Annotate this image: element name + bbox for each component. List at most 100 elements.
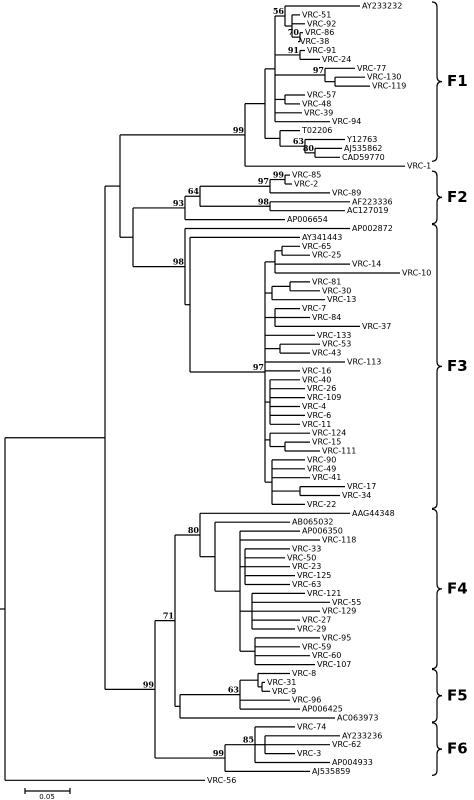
scale-bar-label: 0.05	[39, 793, 55, 800]
leaf-label: VRC-14	[352, 260, 381, 269]
bootstrap-value: 71	[163, 611, 174, 621]
leaf-label: VRC-34	[342, 491, 371, 500]
bootstrap-value: 70	[288, 27, 300, 37]
leaf-label: VRC-129	[322, 607, 356, 616]
bootstrap-value: 63	[293, 136, 305, 146]
leaf-label: VRC-86	[305, 28, 334, 37]
leaf-label: VRC-130	[367, 73, 401, 82]
leaf-label: VRC-7	[302, 304, 326, 313]
leaf-label: VRC-107	[317, 660, 351, 669]
clade-label: F5	[447, 686, 468, 704]
leaf-label: AC127019	[347, 206, 388, 215]
leaf-label: VRC-25	[312, 251, 341, 260]
leaf-label: VRC-29	[297, 625, 326, 634]
bootstrap-value: 98	[258, 196, 270, 206]
clade-label: F4	[447, 579, 468, 597]
clade-label: F6	[447, 740, 468, 758]
leaf-label: VRC-27	[302, 616, 331, 625]
leaf-label: VRC-15	[312, 438, 341, 447]
leaf-label: VRC-26	[307, 384, 336, 393]
leaf-label: VRC-121	[307, 589, 341, 598]
leaf-label: VRC-22	[307, 500, 336, 509]
bootstrap-value: 99	[233, 125, 245, 135]
leaf-label: AJ535862	[344, 144, 382, 153]
leaf-label: VRC-1	[407, 162, 431, 171]
leaf-label: VRC-55	[332, 598, 361, 607]
leaf-label: AAG44348	[352, 509, 395, 518]
bootstrap-value: 97	[258, 176, 269, 186]
bootstrap-value: 99	[213, 748, 225, 758]
leaf-label: VRC-56	[207, 776, 236, 785]
clade-brace	[431, 170, 443, 225]
leaf-label: AY233236	[342, 731, 382, 740]
leaf-label: VRC-57	[307, 91, 336, 100]
clade-brace	[431, 1, 443, 162]
leaf-label: Y12763	[346, 135, 377, 144]
leaf-label: VRC-90	[307, 455, 336, 464]
leaf-label: VRC-23	[292, 562, 321, 571]
bootstrap-value: 85	[243, 735, 254, 745]
leaf-label: AP006425	[302, 705, 343, 714]
leaf-label: VRC-77	[357, 64, 386, 73]
leaf-label: VRC-9	[272, 687, 296, 696]
leaf-label: VRC-33	[292, 544, 321, 553]
leaf-label: VRC-10	[402, 269, 431, 278]
bootstrap-value: 80	[188, 525, 200, 535]
leaf-label: AP004933	[332, 758, 373, 767]
leaf-label: T02206	[301, 126, 332, 135]
leaf-label: VRC-31	[267, 678, 296, 687]
leaf-label: VRC-17	[347, 482, 376, 491]
leaf-label: AY341443	[302, 233, 342, 242]
leaf-label: VRC-65	[302, 242, 331, 251]
clade-brace	[431, 668, 443, 723]
leaf-label: VRC-85	[292, 171, 321, 180]
leaf-label: VRC-74	[297, 722, 326, 731]
leaf-label: VRC-11	[302, 420, 331, 429]
leaf-label: VRC-62	[332, 740, 361, 749]
bootstrap-value: 93	[173, 198, 185, 208]
leaf-label: VRC-113	[347, 358, 381, 367]
leaf-label: VRC-84	[312, 313, 341, 322]
leaf-label: VRC-91	[307, 46, 336, 55]
leaf-label: VRC-24	[322, 55, 351, 64]
leaf-label: VRC-81	[312, 277, 341, 286]
bootstrap-value: 99	[273, 170, 285, 180]
bootstrap-value: 63	[228, 685, 240, 695]
leaf-label: VRC-111	[322, 447, 356, 456]
leaf-label: VRC-96	[292, 696, 321, 705]
leaf-label: VRC-51	[302, 10, 331, 19]
leaf-label: VRC-37	[362, 322, 391, 331]
leaf-label: VRC-2	[294, 180, 318, 189]
leaf-label: VRC-3	[297, 749, 321, 758]
bootstrap-value: 97	[313, 65, 324, 75]
leaf-label: VRC-43	[312, 349, 341, 358]
bootstrap-value: 80	[303, 143, 315, 153]
leaf-label: VRC-49	[307, 464, 336, 473]
clade-label: F3	[447, 357, 468, 375]
leaf-label: VRC-133	[317, 331, 351, 340]
leaf-label: VRC-16	[302, 366, 331, 375]
leaf-label: VRC-59	[302, 642, 331, 651]
leaf-label: VRC-60	[312, 651, 341, 660]
bootstrap-value: 56	[273, 6, 285, 16]
bootstrap-value: 64	[188, 186, 200, 196]
leaf-label: VRC-92	[307, 19, 336, 28]
leaf-label: AY233232	[362, 2, 402, 11]
clade-label: F2	[447, 188, 468, 206]
leaf-label: VRC-125	[297, 571, 331, 580]
leaf-label: VRC-38	[300, 37, 329, 46]
leaf-label: VRC-124	[312, 429, 346, 438]
leaf-label: VRC-50	[287, 553, 316, 562]
bootstrap-value: 98	[173, 257, 185, 267]
bootstrap-value: 99	[143, 679, 155, 689]
leaf-label: VRC-30	[322, 286, 351, 295]
leaf-label: VRC-95	[322, 633, 351, 642]
leaf-label: AP006350	[302, 527, 343, 536]
leaf-label: VRC-8	[292, 669, 316, 678]
leaf-label: AP002872	[352, 224, 393, 233]
leaf-label: VRC-48	[302, 99, 331, 108]
leaf-label: CAD59770	[342, 153, 385, 162]
leaf-label: VRC-89	[332, 188, 361, 197]
leaf-label: VRC-119	[372, 82, 406, 91]
leaf-label: VRC-13	[327, 295, 356, 304]
